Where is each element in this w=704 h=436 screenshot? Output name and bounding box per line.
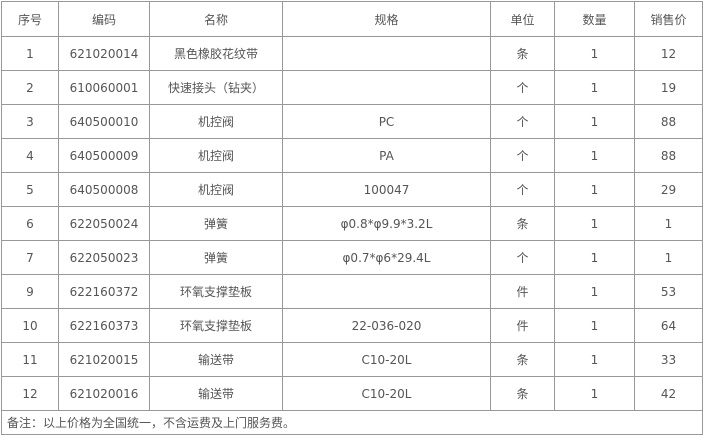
table-cell: 机控阀 — [149, 138, 283, 173]
table-cell: 610060001 — [58, 70, 150, 105]
table-cell: 1 — [554, 138, 635, 173]
table-cell: 条 — [490, 342, 555, 377]
table-cell: 1 — [1, 36, 59, 71]
table-cell: 1 — [554, 274, 635, 309]
table-cell: 1 — [554, 70, 635, 105]
table-cell: 个 — [490, 104, 555, 139]
table-cell: 1 — [554, 172, 635, 207]
table-cell: 机控阀 — [149, 172, 283, 207]
table-cell: 弹簧 — [149, 240, 283, 275]
table-cell: 1 — [554, 206, 635, 241]
table-row: 6 622050024 弹簧 φ0.8*φ9.9*3.2L 条 1 1 — [1, 206, 703, 241]
table-cell: φ0.8*φ9.9*3.2L — [282, 206, 491, 241]
table-cell: 环氧支撑垫板 — [149, 308, 283, 343]
table-row: 5 640500008 机控阀 100047 个 1 29 — [1, 172, 703, 207]
table-cell: 1 — [554, 308, 635, 343]
table-cell: 622050023 — [58, 240, 150, 275]
table-cell: 622160373 — [58, 308, 150, 343]
column-header: 数量 — [554, 1, 635, 37]
table-cell: 个 — [490, 138, 555, 173]
table-cell: 环氧支撑垫板 — [149, 274, 283, 309]
table-cell: 9 — [1, 274, 59, 309]
table-cell: 29 — [634, 172, 703, 207]
column-header: 规格 — [282, 1, 491, 37]
table-cell: 黑色橡胶花纹带 — [149, 36, 283, 71]
table-cell: 机控阀 — [149, 104, 283, 139]
table-cell: 621020015 — [58, 342, 150, 377]
table-cell: 4 — [1, 138, 59, 173]
table-cell: 640500008 — [58, 172, 150, 207]
table-cell: 19 — [634, 70, 703, 105]
table-cell: 1 — [634, 240, 703, 275]
table-cell: 640500009 — [58, 138, 150, 173]
table-cell: 88 — [634, 104, 703, 139]
table-cell: PA — [282, 138, 491, 173]
column-header: 序号 — [1, 1, 59, 37]
table-cell: 条 — [490, 206, 555, 241]
table-cell: 621020016 — [58, 376, 150, 411]
column-header: 名称 — [149, 1, 283, 37]
table-cell: 件 — [490, 274, 555, 309]
table-cell: 100047 — [282, 172, 491, 207]
table-cell: 1 — [554, 342, 635, 377]
table-cell: C10-20L — [282, 376, 491, 411]
table-cell: 1 — [554, 36, 635, 71]
table-cell: 53 — [634, 274, 703, 309]
table-cell: 件 — [490, 308, 555, 343]
table-cell: 12 — [1, 376, 59, 411]
table-row: 3 640500010 机控阀 PC 个 1 88 — [1, 104, 703, 139]
table-cell: 64 — [634, 308, 703, 343]
table-row: 9 622160372 环氧支撑垫板 件 1 53 — [1, 274, 703, 309]
column-header: 编码 — [58, 1, 150, 37]
table-cell — [282, 36, 491, 71]
table-cell: 6 — [1, 206, 59, 241]
table-row: 2 610060001 快速接头（钻夹） 个 1 19 — [1, 70, 703, 105]
table-row: 12 621020016 输送带 C10-20L 条 1 42 — [1, 376, 703, 411]
table-cell: 个 — [490, 70, 555, 105]
table-cell: 640500010 — [58, 104, 150, 139]
table-cell: 88 — [634, 138, 703, 173]
table-cell: 11 — [1, 342, 59, 377]
header-row: 序号 编码 名称 规格 单位 数量 销售价 — [1, 1, 703, 37]
table-row: 4 640500009 机控阀 PA 个 1 88 — [1, 138, 703, 173]
table-cell: 快速接头（钻夹） — [149, 70, 283, 105]
table-cell: 2 — [1, 70, 59, 105]
table-cell: 3 — [1, 104, 59, 139]
table-cell: 5 — [1, 172, 59, 207]
table-cell: φ0.7*φ6*29.4L — [282, 240, 491, 275]
table-cell: 条 — [490, 36, 555, 71]
table-cell: 输送带 — [149, 342, 283, 377]
table-cell: 1 — [554, 376, 635, 411]
table-cell: 输送带 — [149, 376, 283, 411]
note-row: 备注：以上价格为全国统一，不含运费及上门服务费。 — [1, 410, 703, 435]
table-row: 11 621020015 输送带 C10-20L 条 1 33 — [1, 342, 703, 377]
table-cell: 1 — [634, 206, 703, 241]
table-cell: 622050024 — [58, 206, 150, 241]
note-text: 备注：以上价格为全国统一，不含运费及上门服务费。 — [1, 410, 703, 435]
table-cell: 42 — [634, 376, 703, 411]
table-cell: 1 — [554, 104, 635, 139]
table-cell: 22-036-020 — [282, 308, 491, 343]
table-cell: 621020014 — [58, 36, 150, 71]
table-cell: 33 — [634, 342, 703, 377]
table-cell — [282, 274, 491, 309]
table-cell: 7 — [1, 240, 59, 275]
table-cell: 10 — [1, 308, 59, 343]
table-cell: 12 — [634, 36, 703, 71]
table-row: 10 622160373 环氧支撑垫板 22-036-020 件 1 64 — [1, 308, 703, 343]
table-row: 1 621020014 黑色橡胶花纹带条 1 12 — [1, 36, 703, 71]
table-cell — [282, 70, 491, 105]
table-cell: 弹簧 — [149, 206, 283, 241]
table-cell: C10-20L — [282, 342, 491, 377]
table-cell: 622160372 — [58, 274, 150, 309]
table-cell: PC — [282, 104, 491, 139]
table-row: 7 622050023 弹簧 φ0.7*φ6*29.4L 个 1 1 — [1, 240, 703, 275]
table-cell: 个 — [490, 172, 555, 207]
column-header: 销售价 — [634, 1, 703, 37]
table-cell: 条 — [490, 376, 555, 411]
column-header: 单位 — [490, 1, 555, 37]
table-cell: 个 — [490, 240, 555, 275]
table-cell: 1 — [554, 240, 635, 275]
